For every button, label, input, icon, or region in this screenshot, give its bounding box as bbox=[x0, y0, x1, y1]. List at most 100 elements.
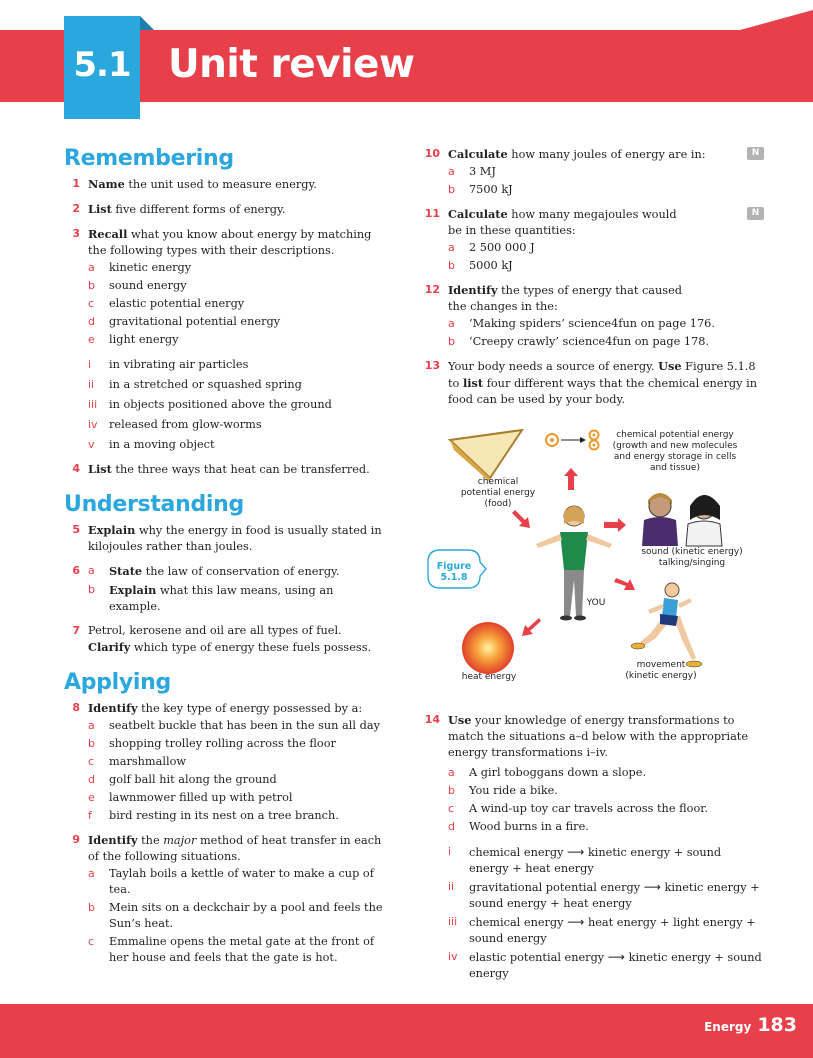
question-intro: Petrol, kerosene and oil are all types o… bbox=[88, 624, 342, 637]
list-item: iii chemical energy ⟶ heat energy + light… bbox=[448, 914, 764, 947]
question-12: 12 Identify the types of energy that cau… bbox=[424, 282, 764, 350]
transformations-list: i chemical energy ⟶ kinetic energy + soun… bbox=[448, 844, 764, 982]
item-letter: b bbox=[448, 259, 455, 272]
item-letter: e bbox=[88, 791, 95, 804]
list-item: a 2 500 000 J bbox=[448, 240, 764, 256]
item-numeral: iii bbox=[448, 915, 458, 928]
item-letter: d bbox=[88, 773, 95, 786]
question-body: what you know about energy by matching t… bbox=[88, 228, 372, 257]
question-14: 14 Use your knowledge of energy transfor… bbox=[424, 712, 764, 982]
question-2: 2 List five different forms of energy. bbox=[64, 201, 384, 218]
item-letter: b bbox=[448, 183, 455, 196]
list-item: iii in objects positioned above the groun… bbox=[88, 397, 384, 413]
heat-glow-icon bbox=[462, 622, 514, 674]
item-text: bird resting in its nest on a tree branc… bbox=[109, 809, 339, 822]
question-number: 14 bbox=[424, 713, 440, 726]
list-item: a seatbelt buckle that has been in the su… bbox=[88, 718, 384, 734]
item-text: 5000 kJ bbox=[469, 259, 513, 272]
question-verb: list bbox=[462, 376, 484, 390]
question-body: how many joules of energy are in: bbox=[507, 148, 706, 161]
question-body: five different forms of energy. bbox=[111, 203, 286, 216]
sub-list: a seatbelt buckle that has been in the su… bbox=[88, 718, 384, 824]
list-item: b ‘Creepy crawly’ science4fun on page 178… bbox=[448, 334, 764, 350]
question-text: Identify the types of energy that caused… bbox=[448, 282, 764, 315]
question-1: 1 Name the unit used to measure energy. bbox=[64, 176, 384, 193]
footer-band bbox=[0, 1004, 813, 1058]
question-verb: Explain bbox=[109, 583, 157, 597]
item-text: gravitational potential energy bbox=[109, 315, 281, 328]
question-text: Name the unit used to measure energy. bbox=[88, 176, 384, 193]
item-letter: b bbox=[88, 279, 95, 292]
item-letter: d bbox=[448, 820, 455, 833]
question-number: 10 bbox=[424, 147, 440, 160]
runner-icon bbox=[630, 582, 703, 668]
item-letter: b bbox=[448, 784, 455, 797]
energy-to: kinetic energy + sound energy bbox=[469, 951, 762, 980]
question-8: 8 Identify the key type of energy posses… bbox=[64, 700, 384, 824]
question-body: why the energy in food is usually stated… bbox=[88, 524, 382, 553]
question-text: Petrol, kerosene and oil are all types o… bbox=[88, 623, 384, 656]
list-item: a 3 MJ bbox=[448, 164, 764, 180]
item-letter: a bbox=[88, 719, 95, 732]
list-item: d golf ball hit along the ground bbox=[88, 772, 384, 788]
item-text: A girl toboggans down a slope. bbox=[469, 766, 647, 779]
list-item: a State the law of conservation of energy… bbox=[88, 563, 384, 580]
question-10: 10 N Calculate how many joules of energy… bbox=[424, 146, 764, 198]
item-text: elastic potential energy bbox=[109, 297, 245, 310]
item-letter: b bbox=[88, 737, 95, 750]
question-emphasis: major bbox=[163, 834, 197, 847]
energy-from: elastic potential energy bbox=[469, 951, 605, 964]
question-text: Calculate how many megajoules would be i… bbox=[448, 206, 764, 239]
item-text: shopping trolley rolling across the floo… bbox=[109, 737, 336, 750]
question-body: your knowledge of energy transformations… bbox=[448, 714, 749, 759]
list-item: c A wind-up toy car travels across the fl… bbox=[448, 801, 764, 817]
energy-from: gravitational potential energy bbox=[469, 881, 641, 894]
list-item: b Mein sits on a deckchair by a pool and … bbox=[88, 900, 384, 932]
item-text: A wind-up toy car travels across the flo… bbox=[469, 802, 708, 815]
label-text: sound (kinetic energy) talking/singing bbox=[641, 547, 743, 568]
numeracy-badge: N bbox=[747, 207, 764, 220]
question-number: 9 bbox=[72, 833, 80, 846]
list-item: a ‘Making spiders’ science4fun on page 17… bbox=[448, 316, 764, 332]
question-5: 5 Explain why the energy in food is usua… bbox=[64, 522, 384, 555]
question-verb: Identify bbox=[88, 833, 138, 847]
numeracy-badge: N bbox=[747, 147, 764, 160]
cell-division-icon bbox=[545, 429, 600, 451]
question-number: 1 bbox=[72, 177, 80, 190]
list-item: b sound energy bbox=[88, 278, 384, 294]
figure-tag: Figure 5.1.8 bbox=[430, 561, 478, 583]
list-item: b Explain what this law means, using an e… bbox=[88, 582, 384, 615]
item-text: in a stretched or squashed spring bbox=[109, 378, 302, 391]
item-text: kinetic energy bbox=[109, 261, 192, 274]
item-text: golf ball hit along the ground bbox=[109, 773, 277, 786]
sub-list: a Taylah boils a kettle of water to make … bbox=[88, 866, 384, 966]
figure-5-1-8: Figure 5.1.8 chemical potential energy (… bbox=[424, 420, 764, 692]
question-body: Figure 5.1.8 to bbox=[448, 360, 756, 390]
question-body: the key type of energy possessed by a: bbox=[137, 702, 363, 715]
section-applying: Applying bbox=[64, 670, 171, 695]
question-11: 11 N Calculate how many megajoules would… bbox=[424, 206, 764, 274]
question-number: 13 bbox=[424, 359, 440, 372]
list-item: iv elastic potential energy ⟶ kinetic ene… bbox=[448, 949, 764, 982]
singers-icon bbox=[642, 493, 723, 547]
question-4: 4 List the three ways that heat can be t… bbox=[64, 461, 384, 478]
item-numeral: i bbox=[448, 845, 452, 858]
question-text: Use your knowledge of energy transformat… bbox=[448, 712, 764, 761]
question-body: how many megajoules would be in these qu… bbox=[448, 208, 677, 237]
list-item: ii gravitational potential energy ⟶ kinet… bbox=[448, 879, 764, 912]
question-text: Recall what you know about energy by mat… bbox=[88, 226, 384, 259]
question-verb: Use bbox=[448, 713, 472, 727]
unit-number: 5.1 bbox=[73, 45, 131, 85]
item-numeral: iii bbox=[88, 398, 98, 411]
heat-label: heat energy bbox=[461, 672, 517, 682]
sub-list: a ‘Making spiders’ science4fun on page 17… bbox=[448, 316, 764, 350]
section-understanding: Understanding bbox=[64, 492, 244, 517]
question-verb: Name bbox=[88, 177, 125, 191]
situations-list: a A girl toboggans down a slope. b You rid… bbox=[448, 765, 764, 835]
page-title: Unit review bbox=[168, 42, 415, 87]
energy-to: kinetic energy + sound energy + heat ene… bbox=[469, 881, 760, 910]
question-number: 11 bbox=[424, 207, 440, 220]
list-item: f bird resting in its nest on a tree bran… bbox=[88, 808, 384, 824]
item-letter: d bbox=[88, 315, 95, 328]
item-text: Wood burns in a fire. bbox=[469, 820, 589, 833]
